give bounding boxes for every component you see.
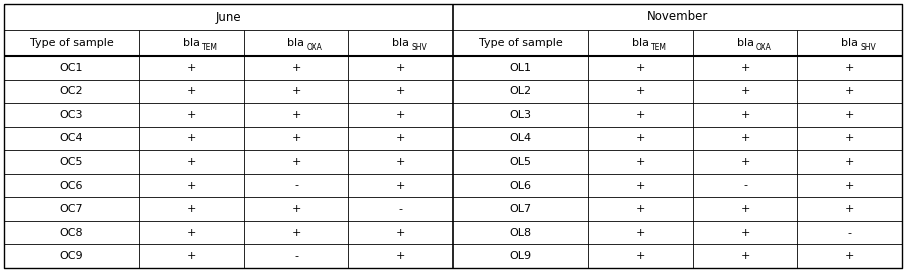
Text: +: + — [636, 63, 645, 73]
Text: +: + — [636, 86, 645, 96]
Text: +: + — [396, 228, 405, 238]
Text: bla: bla — [392, 38, 410, 48]
Text: OL5: OL5 — [509, 157, 532, 167]
Text: OXA: OXA — [756, 43, 771, 52]
Text: +: + — [740, 134, 749, 143]
Text: SHV: SHV — [860, 43, 876, 52]
Text: +: + — [187, 110, 196, 120]
Text: -: - — [848, 228, 852, 238]
Text: OC8: OC8 — [60, 228, 83, 238]
Text: +: + — [740, 110, 749, 120]
Text: OL1: OL1 — [509, 63, 532, 73]
Text: +: + — [845, 134, 854, 143]
Text: +: + — [396, 63, 405, 73]
Text: +: + — [187, 181, 196, 191]
Text: November: November — [647, 11, 708, 23]
Text: +: + — [396, 110, 405, 120]
Text: OL3: OL3 — [509, 110, 532, 120]
Text: +: + — [292, 134, 301, 143]
Text: -: - — [294, 251, 298, 261]
Text: TEM: TEM — [202, 43, 217, 52]
Text: SHV: SHV — [411, 43, 427, 52]
Text: +: + — [740, 157, 749, 167]
Text: +: + — [636, 251, 645, 261]
Text: +: + — [292, 86, 301, 96]
Text: +: + — [396, 134, 405, 143]
Text: -: - — [399, 204, 402, 214]
Text: Type of sample: Type of sample — [478, 38, 563, 48]
Text: +: + — [845, 157, 854, 167]
Text: +: + — [845, 251, 854, 261]
Text: +: + — [740, 63, 749, 73]
Text: +: + — [740, 228, 749, 238]
Text: +: + — [845, 110, 854, 120]
Text: +: + — [292, 110, 301, 120]
Text: OC6: OC6 — [60, 181, 83, 191]
Text: OC2: OC2 — [60, 86, 83, 96]
Text: OL2: OL2 — [509, 86, 532, 96]
Text: Type of sample: Type of sample — [30, 38, 113, 48]
Text: +: + — [636, 134, 645, 143]
Text: +: + — [187, 134, 196, 143]
Text: +: + — [292, 228, 301, 238]
Text: +: + — [845, 86, 854, 96]
Text: +: + — [396, 86, 405, 96]
Text: OL7: OL7 — [509, 204, 532, 214]
Text: +: + — [740, 251, 749, 261]
Text: OXA: OXA — [306, 43, 323, 52]
Text: bla: bla — [631, 38, 649, 48]
Text: +: + — [396, 181, 405, 191]
Text: OC9: OC9 — [60, 251, 83, 261]
Text: OL4: OL4 — [509, 134, 532, 143]
Text: +: + — [636, 181, 645, 191]
Text: OC5: OC5 — [60, 157, 83, 167]
Text: OC4: OC4 — [60, 134, 83, 143]
Text: +: + — [187, 251, 196, 261]
Text: +: + — [292, 204, 301, 214]
Text: -: - — [743, 181, 747, 191]
Text: OL8: OL8 — [509, 228, 532, 238]
Text: +: + — [187, 157, 196, 167]
Text: bla: bla — [737, 38, 754, 48]
Text: TEM: TEM — [651, 43, 667, 52]
Text: OL9: OL9 — [509, 251, 532, 261]
Text: +: + — [187, 204, 196, 214]
Text: bla: bla — [183, 38, 200, 48]
Text: +: + — [636, 157, 645, 167]
Text: +: + — [187, 86, 196, 96]
Text: +: + — [292, 63, 301, 73]
Text: +: + — [845, 181, 854, 191]
Text: +: + — [740, 86, 749, 96]
Text: bla: bla — [841, 38, 858, 48]
Text: OC1: OC1 — [60, 63, 83, 73]
Text: June: June — [216, 11, 241, 23]
Text: +: + — [740, 204, 749, 214]
Text: +: + — [396, 251, 405, 261]
Text: -: - — [294, 181, 298, 191]
Text: OC7: OC7 — [60, 204, 83, 214]
Text: +: + — [636, 228, 645, 238]
Text: +: + — [187, 63, 196, 73]
Text: +: + — [845, 204, 854, 214]
Text: +: + — [396, 157, 405, 167]
Text: +: + — [636, 110, 645, 120]
Text: OC3: OC3 — [60, 110, 83, 120]
Text: OL6: OL6 — [509, 181, 532, 191]
Text: bla: bla — [287, 38, 304, 48]
Text: +: + — [845, 63, 854, 73]
Text: +: + — [292, 157, 301, 167]
Text: +: + — [636, 204, 645, 214]
Text: +: + — [187, 228, 196, 238]
